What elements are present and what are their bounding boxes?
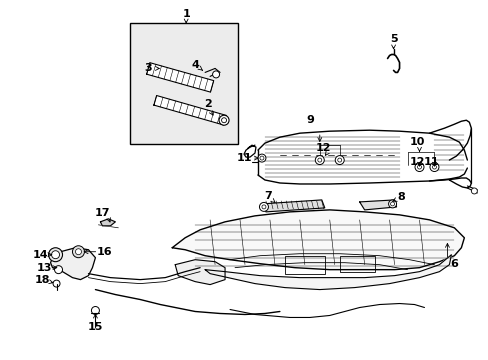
Text: 1: 1 [182, 9, 190, 19]
Circle shape [390, 202, 394, 206]
Circle shape [414, 163, 423, 171]
Circle shape [317, 158, 321, 162]
Polygon shape [50, 248, 95, 280]
Text: 15: 15 [87, 323, 103, 332]
Polygon shape [359, 200, 396, 210]
Polygon shape [175, 260, 224, 285]
Text: 11: 11 [423, 157, 438, 167]
Text: 16: 16 [97, 247, 112, 257]
Text: 9: 9 [305, 115, 313, 125]
Circle shape [48, 248, 62, 262]
Circle shape [429, 163, 438, 171]
Circle shape [417, 165, 421, 169]
Polygon shape [262, 200, 324, 212]
Text: 2: 2 [204, 99, 211, 109]
Text: 12: 12 [315, 143, 331, 153]
Polygon shape [100, 219, 115, 226]
Circle shape [337, 158, 341, 162]
Circle shape [219, 115, 228, 125]
Text: 14: 14 [33, 250, 48, 260]
Circle shape [212, 71, 219, 78]
Polygon shape [154, 95, 226, 125]
Circle shape [258, 154, 265, 162]
Circle shape [470, 188, 476, 194]
Circle shape [335, 156, 344, 165]
Circle shape [91, 306, 99, 315]
Circle shape [315, 156, 324, 165]
Text: 10: 10 [409, 137, 425, 147]
Circle shape [72, 246, 84, 258]
Circle shape [262, 205, 265, 209]
Text: 11: 11 [236, 153, 251, 163]
Bar [285, 256, 324, 274]
Circle shape [75, 249, 81, 255]
Polygon shape [146, 63, 213, 92]
Text: 17: 17 [95, 208, 110, 218]
Polygon shape [172, 210, 464, 270]
Text: 7: 7 [264, 191, 271, 201]
Text: 4: 4 [191, 60, 199, 71]
Text: 12: 12 [409, 157, 425, 167]
Circle shape [55, 266, 62, 274]
Bar [130, 23, 238, 144]
Text: 5: 5 [389, 33, 397, 44]
Text: 6: 6 [449, 259, 457, 269]
Bar [339, 256, 374, 272]
Text: 18: 18 [35, 275, 50, 285]
Text: 8: 8 [397, 192, 405, 202]
Circle shape [51, 251, 60, 259]
Text: 13: 13 [37, 263, 52, 273]
Circle shape [431, 165, 436, 169]
Circle shape [260, 156, 264, 160]
Circle shape [259, 202, 268, 211]
Circle shape [388, 200, 396, 208]
Text: 3: 3 [144, 63, 152, 73]
Circle shape [53, 280, 60, 287]
Polygon shape [204, 255, 450, 289]
Circle shape [221, 118, 226, 123]
